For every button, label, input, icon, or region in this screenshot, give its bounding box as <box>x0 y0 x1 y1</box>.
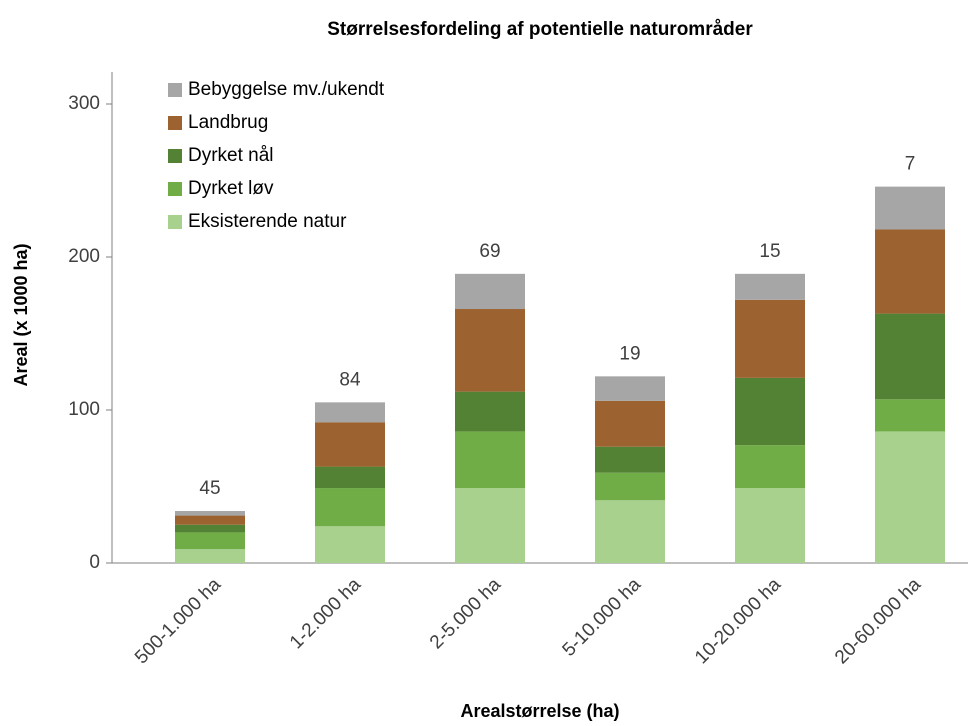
bar-segment <box>455 488 525 563</box>
legend-swatch <box>168 215 182 229</box>
bar-label: 7 <box>905 154 916 175</box>
x-tick-label: 20-60.000 ha <box>831 574 925 668</box>
y-tick-label: 300 <box>68 93 100 114</box>
legend-label: Dyrket løv <box>188 178 274 199</box>
bar-segment <box>175 524 245 533</box>
x-tick-label: 1-2.000 ha <box>286 574 365 653</box>
y-tick-label: 100 <box>68 399 100 420</box>
legend-label: Bebyggelse mv./ukendt <box>188 79 385 100</box>
bar-segment <box>735 488 805 563</box>
legend-swatch <box>168 83 182 97</box>
bar-segment <box>875 313 945 400</box>
bar-segment <box>315 422 385 467</box>
bar-segment <box>315 488 385 527</box>
legend-swatch <box>168 182 182 196</box>
legend-label: Eksisterende natur <box>188 211 347 232</box>
bar-segment <box>875 186 945 230</box>
legend-swatch <box>168 116 182 130</box>
bar-segment <box>455 309 525 392</box>
bar-segment <box>735 299 805 378</box>
bar-label: 84 <box>339 369 361 390</box>
bar-label: 69 <box>479 241 500 262</box>
bar-segment <box>735 377 805 446</box>
legend-swatch <box>168 149 182 163</box>
bar-segment <box>595 500 665 563</box>
bar-segment <box>595 376 665 401</box>
bar-segment <box>175 532 245 550</box>
x-tick-label: 2-5.000 ha <box>426 574 505 653</box>
bar-segment <box>175 510 245 516</box>
bar-label: 15 <box>759 241 780 262</box>
bar-label: 19 <box>619 343 640 364</box>
bar-segment <box>315 402 385 423</box>
bar-segment <box>455 391 525 432</box>
bar-segment <box>735 445 805 489</box>
bar-segment <box>315 466 385 489</box>
bar-segment <box>875 431 945 563</box>
legend-label: Landbrug <box>188 112 268 133</box>
y-tick-label: 0 <box>89 552 100 573</box>
bar-segment <box>875 229 945 314</box>
bar-segment <box>595 472 665 501</box>
x-tick-label: 500-1.000 ha <box>131 574 225 668</box>
x-axis-title: Arealstørrelse (ha) <box>460 701 619 721</box>
x-tick-label: 10-20.000 ha <box>691 574 785 668</box>
bar-label: 45 <box>199 478 220 499</box>
bar-segment <box>315 526 385 563</box>
bar-segment <box>455 273 525 310</box>
bar-segment <box>455 431 525 489</box>
bar-segment <box>875 399 945 432</box>
y-axis-title: Areal (x 1000 ha) <box>11 243 31 386</box>
x-tick-label: 5-10.000 ha <box>559 574 646 661</box>
bar-segment <box>735 273 805 300</box>
bar-segment <box>595 400 665 447</box>
bar-segment <box>595 446 665 473</box>
bar-segment <box>175 515 245 525</box>
bar-segment <box>175 549 245 563</box>
chart-title: Størrelsesfordeling af potentielle natur… <box>327 19 753 40</box>
legend-label: Dyrket nål <box>188 145 274 166</box>
y-tick-label: 200 <box>68 246 100 267</box>
